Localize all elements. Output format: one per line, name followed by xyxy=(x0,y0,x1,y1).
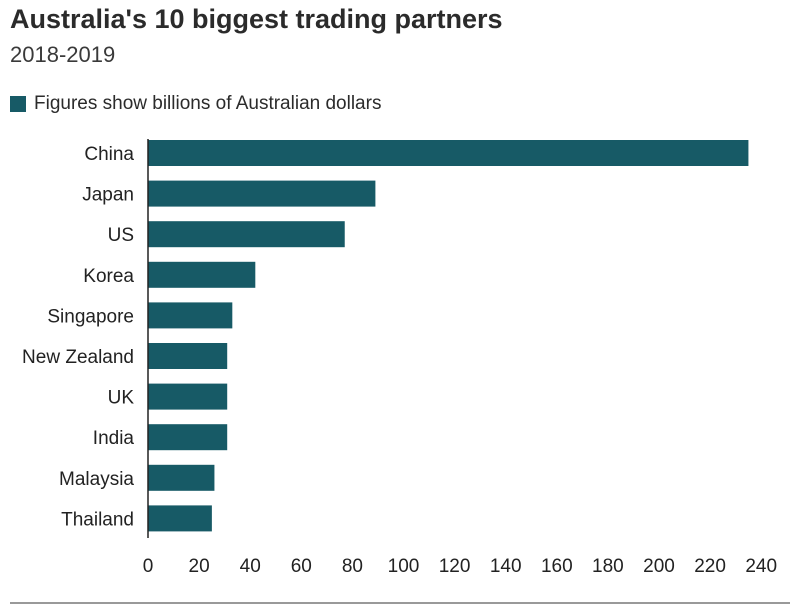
x-tick-label: 220 xyxy=(694,556,726,577)
x-tick-label: 80 xyxy=(342,556,363,577)
chart-subtitle: 2018-2019 xyxy=(10,42,116,67)
x-tick-label: 40 xyxy=(240,556,261,577)
bar xyxy=(148,261,256,288)
x-tick-label: 200 xyxy=(643,556,675,577)
x-tick-label: 60 xyxy=(291,556,312,577)
category-label: Korea xyxy=(83,266,134,287)
category-label: India xyxy=(93,428,135,449)
category-label: Thailand xyxy=(61,509,134,530)
legend-swatch xyxy=(10,96,26,112)
category-label: China xyxy=(84,144,134,165)
bar xyxy=(148,464,215,491)
legend-label: Figures show billions of Australian doll… xyxy=(34,93,382,114)
bar xyxy=(148,505,212,532)
x-tick-label: 160 xyxy=(541,556,573,577)
bar xyxy=(148,343,228,369)
bar xyxy=(148,221,345,248)
x-tick-label: 100 xyxy=(388,556,420,577)
x-tick-label: 240 xyxy=(745,556,777,577)
x-tick-label: 120 xyxy=(439,556,471,577)
chart-title: Australia's 10 biggest trading partners xyxy=(10,4,503,34)
bar xyxy=(148,140,749,166)
category-label: Malaysia xyxy=(59,469,134,490)
bar xyxy=(148,302,233,329)
x-tick-label: 140 xyxy=(490,556,522,577)
bar xyxy=(148,424,228,451)
legend: Figures show billions of Australian doll… xyxy=(10,93,381,115)
category-label: UK xyxy=(108,388,135,409)
category-label: New Zealand xyxy=(22,347,134,368)
category-label: Singapore xyxy=(47,306,134,327)
category-label: Japan xyxy=(82,185,134,206)
category-label: US xyxy=(108,225,134,246)
bar xyxy=(148,180,376,207)
x-tick-label: 180 xyxy=(592,556,624,577)
bar xyxy=(148,383,228,410)
x-tick-label: 20 xyxy=(189,556,210,577)
x-tick-label: 0 xyxy=(143,556,154,577)
